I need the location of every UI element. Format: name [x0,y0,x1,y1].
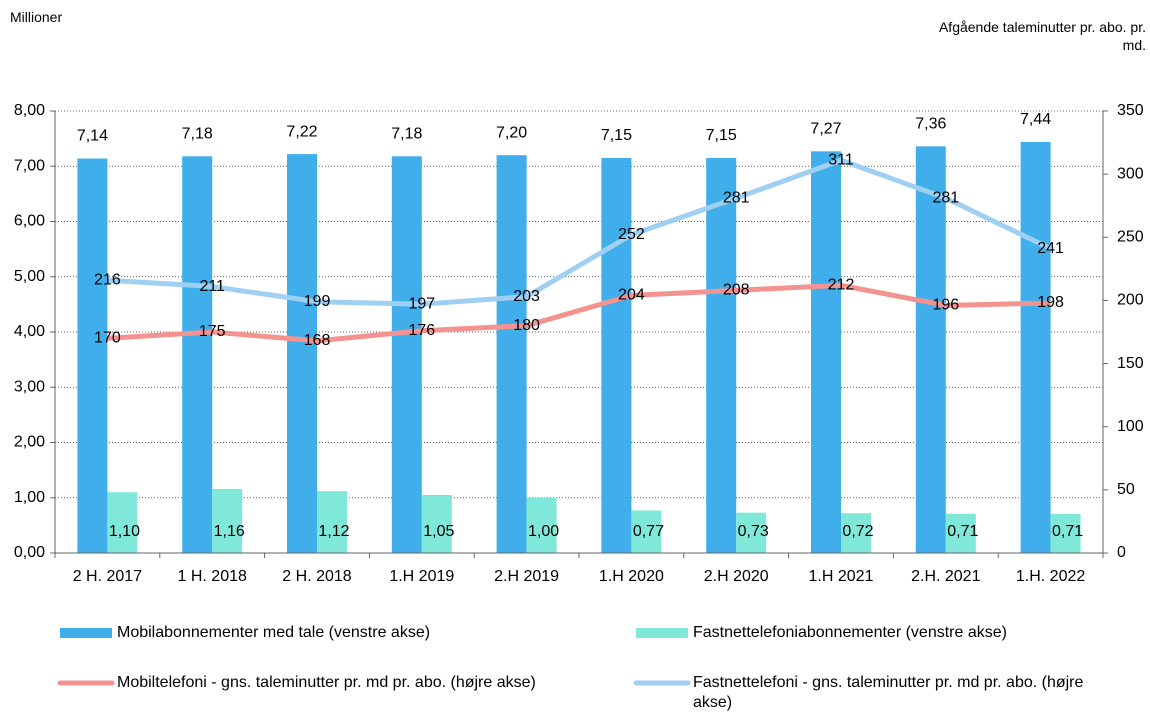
data-label: 7,44 [1020,111,1051,128]
data-label: 180 [513,317,540,334]
y2-tick-label: 50 [1117,481,1135,498]
data-label: 7,14 [77,128,108,145]
data-label: 0,72 [842,523,873,540]
data-label: 208 [723,282,750,299]
y-tick-label: 8,00 [14,102,45,119]
data-label: 1,10 [109,523,140,540]
data-label: 198 [1037,294,1064,311]
data-label: 0,77 [633,523,664,540]
bar [526,497,557,553]
data-label: 216 [94,271,121,288]
y2-tick-label: 250 [1117,229,1144,246]
y-tick-label: 7,00 [14,157,45,174]
data-label: 203 [513,288,540,305]
y2-axis-label: Afgående taleminutter pr. abo. pr. md. [938,19,1146,53]
bar [915,146,946,554]
data-label: 0,73 [738,523,769,540]
y-tick-label: 6,00 [14,213,45,230]
data-label: 1,16 [214,523,245,540]
x-tick-label: 2.H 2020 [704,568,769,585]
data-label: 1,05 [423,523,454,540]
legend-label: Fastnettelefoni - gns. taleminutter pr. … [693,674,1084,711]
data-label: 7,22 [286,123,317,140]
bar [811,151,841,553]
bar [945,513,976,553]
y2-tick-label: 200 [1117,292,1144,309]
line [107,157,1052,307]
data-label: 7,36 [915,116,946,133]
bar [212,488,243,553]
y-tick-label: 5,00 [14,268,45,285]
legend-swatch [60,628,112,638]
x-tick-label: 1.H 2021 [809,568,874,585]
bar [1050,513,1081,553]
data-label: 7,18 [182,126,213,143]
data-label: 211 [199,278,225,295]
data-label: 199 [304,293,331,310]
data-label: 7,20 [496,124,527,141]
legend-label: Mobilabonnementer med tale (venstre akse… [117,624,431,641]
data-label: 1,12 [318,523,349,540]
data-label: 7,27 [810,121,841,138]
bar [601,157,632,553]
bar [736,512,767,553]
y-tick-label: 3,00 [14,378,45,395]
bar [841,513,871,553]
x-tick-label: 2 H. 2018 [282,568,351,585]
data-label: 7,15 [601,127,632,144]
bar [631,510,662,553]
bar [317,491,347,553]
data-label: 1,00 [528,523,559,540]
data-label: 281 [932,189,959,206]
legend-label: Mobiltelefoni - gns. taleminutter pr. md… [117,674,536,691]
bar [496,155,527,553]
legend-label: Fastnettelefoniabonnementer (venstre aks… [693,624,1007,641]
data-label: 212 [828,276,855,293]
data-label: 0,71 [1052,523,1083,540]
bar [391,156,422,553]
x-tick-label: 1.H 2020 [599,568,664,585]
data-label: 204 [618,287,645,304]
legend-swatch [636,628,688,638]
x-tick-label: 2 H. 2017 [73,568,142,585]
data-label: 241 [1037,240,1064,257]
y-axis-label: Millioner [10,9,63,25]
y2-tick-label: 350 [1117,102,1144,119]
bar [182,156,213,553]
data-label: 7,18 [391,126,422,143]
y-tick-label: 2,00 [14,434,45,451]
y-tick-label: 0,00 [14,544,45,561]
data-label: 197 [408,295,435,312]
data-label: 168 [304,332,331,349]
x-tick-label: 2.H 2019 [494,568,559,585]
line [107,282,1051,344]
bar [421,494,452,553]
y-tick-label: 4,00 [14,323,45,340]
data-label: 0,71 [947,523,978,540]
x-tick-label: 1.H 2019 [389,568,454,585]
data-label: 196 [932,297,959,314]
y2-tick-label: 100 [1117,418,1144,435]
data-label: 7,15 [706,127,737,144]
bar [77,158,108,553]
x-tick-label: 2.H. 2021 [911,568,980,585]
y2-tick-label: 150 [1117,355,1144,372]
x-tick-label: 1.H. 2022 [1016,568,1085,585]
y2-tick-label: 0 [1117,544,1126,561]
data-label: 311 [828,151,854,168]
data-label: 252 [618,226,645,243]
data-label: 281 [723,189,750,206]
data-label: 170 [94,330,121,347]
data-label: 176 [408,322,435,339]
x-tick-label: 1 H. 2018 [178,568,247,585]
bar [107,492,138,553]
y2-tick-label: 300 [1117,165,1144,182]
bar [287,154,317,553]
y-tick-label: 1,00 [14,489,45,506]
bar [706,157,737,553]
data-label: 175 [199,323,226,340]
bar [1020,141,1051,553]
